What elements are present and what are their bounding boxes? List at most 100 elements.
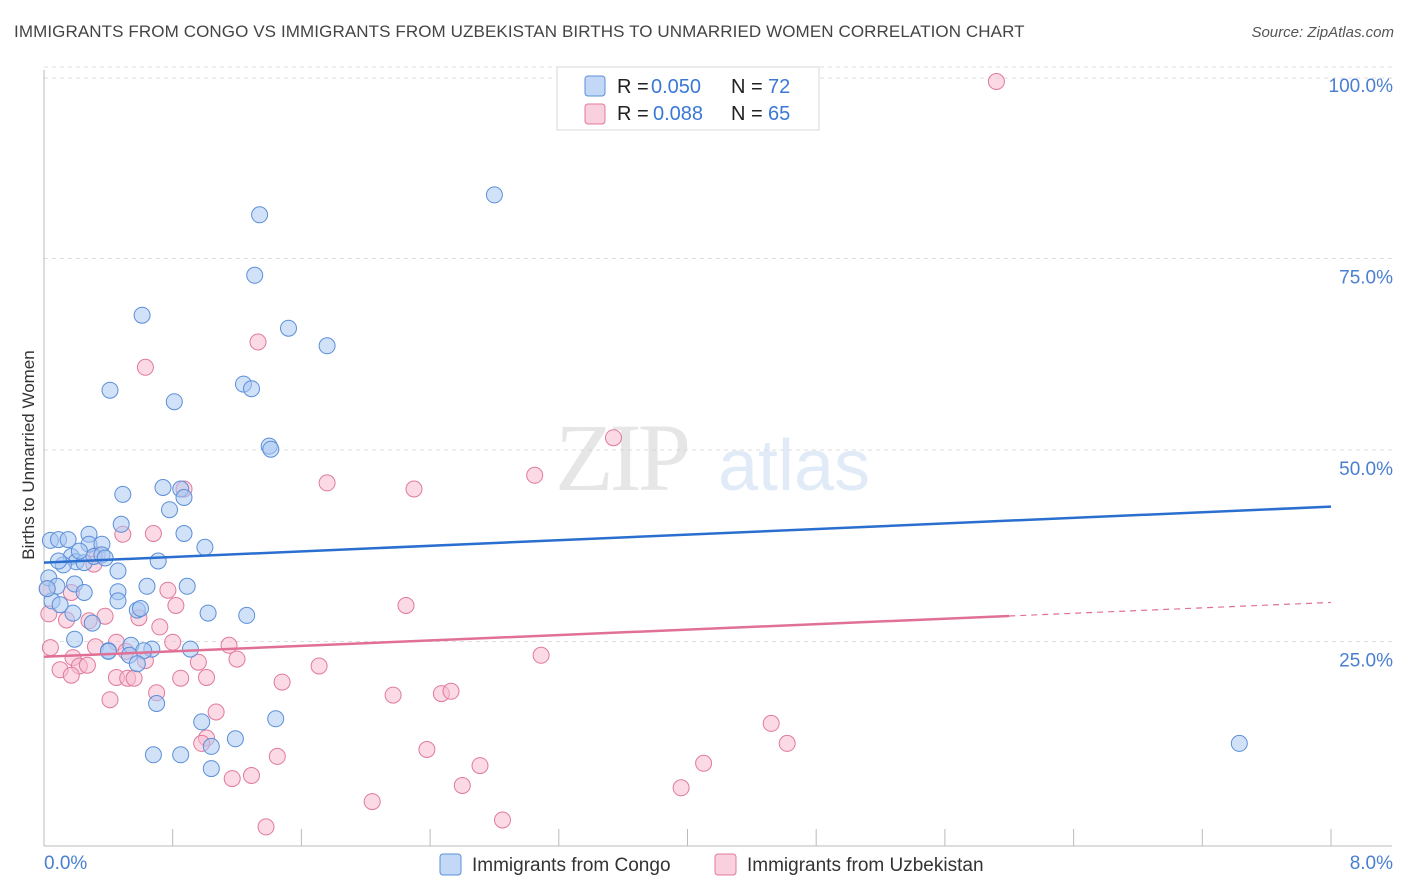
- legend-swatch-congo: [584, 75, 606, 97]
- congo-point: [112, 515, 130, 533]
- uzbekistan-point: [987, 73, 1005, 90]
- uzbekistan-point: [605, 429, 622, 447]
- gridlines: [44, 66, 1392, 642]
- bottom-legend: Immigrants from Congo Immigrants from Uz…: [439, 853, 984, 876]
- watermark: ZIP atlas: [555, 404, 870, 511]
- congo-point: [138, 577, 156, 595]
- congo-point: [75, 584, 93, 601]
- congo-point: [199, 604, 217, 622]
- congo-point: [96, 549, 114, 567]
- legend-r-label-congo: R =: [617, 76, 649, 98]
- legend-n-value-uzbekistan: 65: [768, 103, 790, 125]
- uzbekistan-point: [189, 653, 207, 671]
- congo-point: [59, 531, 77, 549]
- uzbekistan-point: [672, 779, 690, 797]
- uzbekistan-point: [136, 358, 154, 376]
- uzbekistan-point: [494, 811, 511, 829]
- congo-point: [83, 614, 101, 632]
- uzbekistan-point: [471, 757, 489, 775]
- congo-point: [161, 501, 178, 519]
- congo-point: [175, 489, 193, 506]
- legend-swatch-uzbekistan: [584, 103, 606, 125]
- congo-point: [101, 381, 119, 399]
- y-axis-title: Births to Unmarried Women: [19, 350, 38, 559]
- congo-point: [226, 730, 244, 748]
- uzbekistan-point: [405, 480, 423, 498]
- congo-point: [132, 600, 149, 617]
- congo-point: [262, 440, 280, 458]
- uzbekistan-point: [268, 747, 286, 765]
- uzbekistan-point: [762, 714, 780, 732]
- x-tick-label-min: 0.0%: [44, 853, 87, 874]
- congo-point: [128, 655, 146, 673]
- congo-point: [193, 713, 211, 731]
- watermark-zip: ZIP: [555, 404, 688, 511]
- trend-line-congo: [43, 505, 1332, 564]
- congo-point: [133, 306, 151, 324]
- uzbekistan-point: [151, 618, 169, 636]
- x-ticks: [172, 829, 1332, 846]
- uzbekistan-point: [384, 686, 402, 704]
- uzbekistan-point: [778, 734, 796, 752]
- congo-point: [172, 746, 190, 764]
- uzbekistan-point: [159, 581, 177, 599]
- uzbekistan-point: [167, 597, 185, 614]
- legend-n-value-congo: 72: [768, 76, 790, 98]
- uzbekistan-point: [164, 633, 182, 651]
- series-congo-points: [38, 186, 1248, 778]
- congo-point: [267, 710, 285, 728]
- trend-line-uzbekistan-extension: [1009, 601, 1332, 617]
- uzbekistan-point: [532, 646, 550, 664]
- uzbekistan-point: [78, 656, 96, 674]
- congo-point: [109, 592, 127, 610]
- congo-point: [196, 538, 214, 556]
- congo-point: [154, 479, 172, 496]
- legend-n-label-uzbekistan: N =: [731, 103, 763, 125]
- congo-point: [280, 319, 297, 337]
- y-tick-label-25: 25.0%: [1339, 651, 1393, 672]
- uzbekistan-point: [101, 691, 119, 709]
- congo-point: [148, 695, 166, 712]
- bottom-legend-label-uzbekistan: Immigrants from Uzbekistan: [747, 855, 984, 876]
- congo-point: [238, 606, 256, 624]
- congo-point: [109, 562, 127, 580]
- x-tick-label-max: 8.0%: [1350, 853, 1393, 874]
- uzbekistan-point: [318, 474, 336, 492]
- uzbekistan-point: [220, 636, 238, 654]
- legend-n-label-congo: N =: [731, 76, 763, 98]
- bottom-legend-label-congo: Immigrants from Congo: [472, 855, 671, 876]
- legend-box: R = 0.050 N = 72 R = 0.088 N = 65: [556, 66, 820, 131]
- uzbekistan-point: [453, 777, 471, 794]
- uzbekistan-point: [363, 793, 381, 811]
- uzbekistan-point: [125, 669, 143, 687]
- uzbekistan-point: [207, 703, 225, 721]
- congo-point: [38, 580, 56, 598]
- y-tick-label-50: 50.0%: [1339, 459, 1393, 480]
- congo-point: [246, 266, 264, 284]
- uzbekistan-point: [172, 669, 190, 687]
- legend-r-label-uzbekistan: R =: [617, 103, 649, 125]
- uzbekistan-point: [62, 666, 80, 684]
- uzbekistan-point: [243, 767, 260, 784]
- congo-point: [70, 542, 88, 560]
- congo-point: [178, 577, 196, 595]
- congo-point: [175, 525, 193, 542]
- congo-point: [51, 596, 69, 614]
- uzbekistan-point: [418, 741, 436, 758]
- uzbekistan-point: [198, 669, 215, 686]
- uzbekistan-point: [249, 333, 267, 351]
- y-tick-labels: 25.0% 50.0% 75.0% 100.0%: [1329, 76, 1394, 672]
- congo-point: [202, 737, 220, 755]
- trend-line-uzbekistan: [43, 614, 1010, 659]
- y-tick-label-100: 100.0%: [1329, 76, 1394, 97]
- bottom-legend-swatch-uzbekistan: [714, 853, 737, 876]
- uzbekistan-point: [442, 682, 460, 700]
- legend-r-value-uzbekistan: 0.088: [653, 103, 703, 125]
- uzbekistan-point: [144, 525, 162, 542]
- uzbekistan-point: [695, 754, 713, 772]
- uzbekistan-point: [310, 657, 328, 675]
- source-note: Source: ZipAtlas.com: [1251, 24, 1394, 41]
- congo-point: [251, 206, 269, 224]
- uzbekistan-point: [41, 639, 59, 657]
